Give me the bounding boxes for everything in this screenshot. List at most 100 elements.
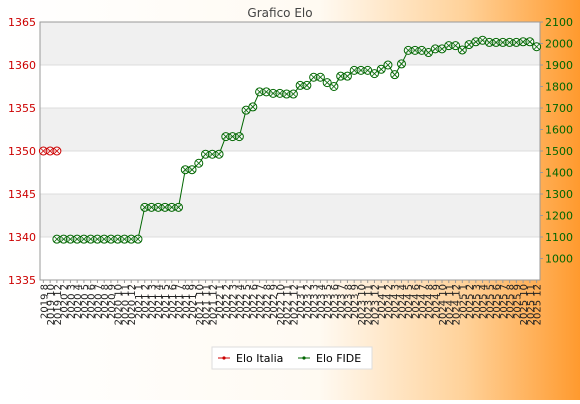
data-point xyxy=(309,72,319,82)
data-point xyxy=(383,60,393,70)
x-tick-label: 2022 2 xyxy=(222,284,233,319)
data-point xyxy=(410,45,420,55)
x-tick-label: 2020 10 xyxy=(114,284,125,325)
x-tick-label: 2021 12 xyxy=(208,284,219,325)
data-point xyxy=(464,40,474,50)
data-point xyxy=(119,234,129,244)
x-tick-label: 2020 6 xyxy=(87,284,98,319)
legend-item: Elo FIDE xyxy=(298,352,361,365)
y-right-tick-label: 1300 xyxy=(545,188,573,201)
data-point xyxy=(322,78,332,88)
data-point xyxy=(133,234,143,244)
x-tick-label: 2021 7 xyxy=(175,284,186,319)
x-tick-label: 2023 4 xyxy=(316,284,327,319)
x-tick-label: 2020 5 xyxy=(80,284,91,319)
data-point xyxy=(484,37,494,47)
data-point xyxy=(282,89,292,99)
data-point xyxy=(376,64,386,74)
data-point xyxy=(511,37,521,47)
x-tick-label: 2020 8 xyxy=(100,284,111,319)
x-tick-label: 2022 1 xyxy=(215,284,226,319)
data-point xyxy=(228,132,238,142)
x-tick-label: 2024 5 xyxy=(404,284,415,319)
y-right-tick-label: 1700 xyxy=(545,102,573,115)
x-tick-label: 2021 4 xyxy=(154,284,165,319)
x-tick-label: 2024 1 xyxy=(377,284,388,319)
x-tick-label: 2025 12 xyxy=(533,284,544,325)
data-point xyxy=(396,59,406,69)
y-left-tick-label: 1345 xyxy=(8,188,36,201)
y-right-tick-label: 1500 xyxy=(545,145,573,158)
data-point xyxy=(390,70,400,80)
x-tick-label: 2020 12 xyxy=(127,284,138,325)
data-point xyxy=(444,41,454,51)
x-tick-label: 2025 7 xyxy=(499,284,510,319)
x-tick-label: 2024 8 xyxy=(425,284,436,319)
x-tick-label: 2019 12 xyxy=(53,284,64,325)
data-point xyxy=(194,158,204,168)
y-right-tick-label: 1900 xyxy=(545,59,573,72)
x-tick-label: 2024 2 xyxy=(384,284,395,319)
x-tick-label: 2022 3 xyxy=(229,284,240,319)
x-tick-label: 2021 10 xyxy=(195,284,206,325)
x-tick-label: 2025 6 xyxy=(492,284,503,319)
x-tick-label: 2022 6 xyxy=(249,284,260,319)
data-point xyxy=(52,146,62,156)
data-point xyxy=(275,88,285,98)
x-tick-label: 2023 11 xyxy=(364,284,375,325)
plot-band xyxy=(40,237,540,280)
y-left-tick-label: 1340 xyxy=(8,231,36,244)
data-point xyxy=(457,45,467,55)
data-point xyxy=(336,71,346,81)
x-tick-label: 2022 10 xyxy=(276,284,287,325)
data-point xyxy=(38,146,48,156)
legend-label: Elo Italia xyxy=(236,352,283,365)
data-point xyxy=(430,44,440,54)
x-tick-label: 2025 10 xyxy=(519,284,530,325)
chart-title: Grafico Elo xyxy=(247,6,312,20)
x-tick-label: 2020 11 xyxy=(120,284,131,325)
data-point xyxy=(113,234,123,244)
x-tick-label: 2021 8 xyxy=(181,284,192,319)
x-tick-label: 2023 10 xyxy=(357,284,368,325)
data-point xyxy=(241,105,251,115)
data-point xyxy=(207,149,217,159)
x-tick-label: 2021 11 xyxy=(202,284,213,325)
y-right-tick-label: 1600 xyxy=(545,124,573,137)
x-tick-label: 2021 2 xyxy=(141,284,152,319)
x-tick-label: 2025 3 xyxy=(472,284,483,319)
x-tick-label: 2020 9 xyxy=(107,284,118,319)
plot-band xyxy=(40,65,540,108)
data-point xyxy=(295,80,305,90)
data-point xyxy=(288,89,298,99)
x-tick-label: 2024 3 xyxy=(391,284,402,319)
data-point xyxy=(214,149,224,159)
legend: Elo Italia Elo FIDE xyxy=(211,346,373,370)
y-right-tick-label: 2100 xyxy=(545,16,573,29)
data-point xyxy=(471,37,481,47)
data-point xyxy=(255,87,265,97)
data-point xyxy=(437,44,447,54)
x-tick-label: 2022 8 xyxy=(262,284,273,319)
y-left-tick-label: 1355 xyxy=(8,102,36,115)
x-tick-label: 2025 1 xyxy=(458,284,469,319)
x-tick-label: 2023 1 xyxy=(296,284,307,319)
x-tick-label: 2025 9 xyxy=(512,284,523,319)
data-point xyxy=(180,165,190,175)
y-left-tick-label: 1365 xyxy=(8,16,36,29)
data-point xyxy=(424,48,434,58)
x-tick-label: 2023 3 xyxy=(310,284,321,319)
data-point xyxy=(187,165,197,175)
x-tick-label: 2025 2 xyxy=(465,284,476,319)
x-tick-label: 2021 9 xyxy=(188,284,199,319)
legend-item: Elo Italia xyxy=(218,352,283,365)
plot-band xyxy=(40,108,540,151)
x-tick-label: 2021 6 xyxy=(168,284,179,319)
legend-label: Elo FIDE xyxy=(316,352,361,365)
x-tick-label: 2021 5 xyxy=(161,284,172,319)
x-tick-label: 2025 5 xyxy=(485,284,496,319)
y-left-tick-label: 1335 xyxy=(8,274,36,287)
data-point xyxy=(369,69,379,79)
